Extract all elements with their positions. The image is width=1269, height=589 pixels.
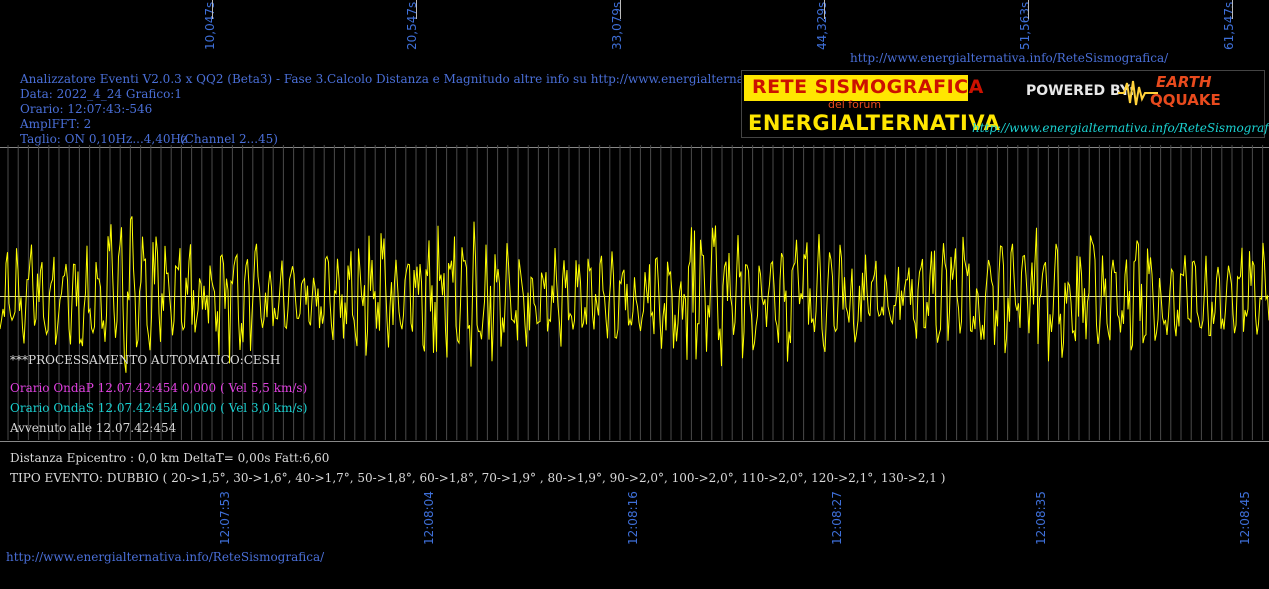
bottom-url-link[interactable]: http://www.energialternativa.info/ReteSi… — [6, 550, 325, 564]
banner-logo: RETE SISMOGRAFICA del forum ENERGIALTERN… — [741, 70, 1269, 138]
banner-yellow-block — [744, 75, 968, 101]
banner-big-title: ENERGIALTERNATIVA — [748, 111, 1001, 135]
header-date: Data: 2022_4_24 Grafico:1 — [20, 87, 182, 101]
lower-divider — [0, 441, 1269, 442]
header-amplfft: AmplFFT: 2 — [20, 117, 92, 131]
event-time: Avvenuto alle 12.07.42:454 — [10, 421, 177, 435]
bottom-time-label: 12:08:45 — [1238, 491, 1252, 545]
onda-s-time: Orario OndaS 12.07.42:454 0,000 ( Vel 3,… — [10, 401, 308, 415]
banner-logo-earth: EARTH — [1156, 73, 1212, 91]
bottom-time-label: 12:08:16 — [626, 491, 640, 545]
event-type: TIPO EVENTO: DUBBIO ( 20->1,5°, 30->1,6°… — [10, 471, 946, 485]
banner-subtitle: del forum — [828, 98, 882, 111]
seismic-waveform — [0, 145, 1269, 440]
banner-logo-qquake: QQUAKE — [1150, 91, 1221, 109]
banner-powered-by: POWERED BY: — [1026, 83, 1135, 99]
banner-title: RETE SISMOGRAFICA — [752, 76, 984, 98]
upper-divider — [0, 147, 1269, 148]
bottom-time-label: 12:08:04 — [422, 491, 436, 545]
bottom-time-label: 12:08:35 — [1034, 491, 1048, 545]
bottom-time-label: 12:08:27 — [830, 491, 844, 545]
banner-url: http://www.energialternativa.info/ReteSi… — [972, 121, 1269, 135]
header-channel: (Channel 2...45) — [180, 132, 278, 146]
header-filter: Taglio: ON 0,10Hz...4,40Hz — [20, 132, 188, 146]
top-ticks — [212, 0, 1233, 19]
earthquake-logo-icon — [1118, 80, 1158, 106]
top-url-link[interactable]: http://www.energialternativa.info/ReteSi… — [850, 51, 1169, 65]
processing-status: ***PROCESSAMENTO AUTOMATICO:CESH — [10, 353, 281, 367]
header-time: Orario: 12:07:43:-546 — [20, 102, 153, 116]
onda-p-time: Orario OndaP 12.07.42:454 0,000 ( Vel 5,… — [10, 381, 308, 395]
header-title: Analizzatore Eventi V2.0.3 x QQ2 (Beta3)… — [20, 72, 856, 86]
bottom-time-label: 12:07:53 — [218, 491, 232, 545]
epicenter-distance: Distanza Epicentro : 0,0 km DeltaT= 0,00… — [10, 451, 330, 465]
